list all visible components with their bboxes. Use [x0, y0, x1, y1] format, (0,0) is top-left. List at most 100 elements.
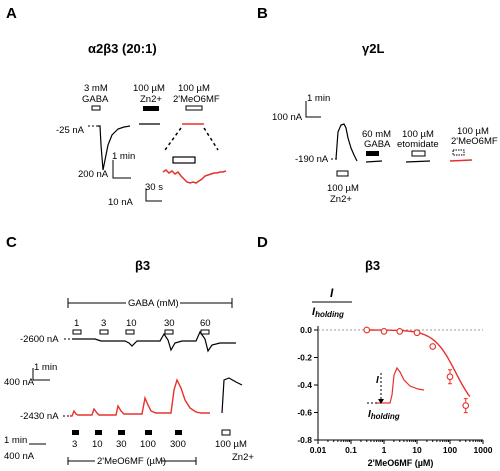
x-tick-label: 10 [412, 445, 422, 455]
panel-c-zn-trace [221, 377, 243, 414]
data-point [462, 402, 470, 409]
panel-a-zoom-right [203, 127, 219, 151]
panel-c-meo-bar-10 [95, 430, 102, 435]
panel-b-zn-trace [335, 123, 358, 162]
panel-c-scale-bar-1 [32, 368, 50, 381]
panel-c-meo-conc-3: 3 [72, 439, 77, 450]
panel-a-holding: -25 nA [56, 125, 85, 136]
panel-b-meo-conc: 100 µM [457, 126, 489, 137]
data-point [363, 326, 371, 334]
panel-b-scale-time: 1 min [307, 93, 330, 104]
panel-b-meo-trace [449, 159, 473, 162]
panel-a-inset-amp: 10 nA [108, 197, 133, 208]
panel-d-title-fallback: β3 [365, 258, 380, 273]
panel-b-letter: B [257, 5, 268, 22]
y-tick-label: -0.4 [297, 380, 312, 390]
panel-d-inset-i: I [376, 375, 379, 386]
panel-c-meo-conc-30: 30 [116, 439, 127, 450]
panel-c-gaba-bar-30 [164, 329, 174, 335]
panel-d-inset-ihold: Iholding [368, 409, 400, 421]
panel-c-holding-2: -2430 nA [20, 411, 59, 422]
fit-curve [366, 329, 471, 398]
panel-c-meo-trace [70, 378, 210, 417]
panel-c-gaba-bar-10 [125, 329, 135, 335]
panel-c-meo-bar-3 [72, 430, 79, 435]
panel-d-inset-ihold-i: I [368, 409, 371, 420]
panel-a-meo-conc: 100 µM [178, 83, 210, 94]
panel-b-gaba-bar [366, 151, 379, 156]
panel-b-zn-bar [336, 170, 349, 177]
y-tick-label: -0.8 [297, 435, 312, 445]
panel-a-zn-conc: 100 µM [133, 83, 165, 94]
panel-c-scale-time-1: 1 min [34, 362, 57, 373]
panel-c-gaba-label-bg [126, 298, 180, 308]
panel-a-title: α2β3 (20:1) [88, 41, 157, 56]
panel-c-zn-conc: 100 µM [215, 439, 247, 450]
panel-c-meo-label-bg [95, 455, 161, 465]
panel-c-gaba-conc-1: 1 [74, 318, 79, 329]
panel-d-ylabel-top: I [330, 286, 334, 300]
panel-c-gaba-bar-60 [200, 329, 210, 335]
panel-b-etom-bar [411, 150, 426, 157]
panel-b-meo-bar [452, 149, 465, 156]
panel-b-title: γ2L [362, 41, 384, 56]
panel-b-scale-amp: 100 nA [272, 112, 303, 123]
panel-d-inset-arrow-head [378, 399, 384, 404]
panel-c-gaba-conc-30: 30 [164, 318, 175, 329]
panel-a-meo-name: 2'MeO6MF [173, 94, 220, 105]
panel-a-scale-time: 1 min [112, 151, 135, 162]
panel-b-scale-bar [305, 101, 321, 118]
panel-b-holding: -190 nA [295, 154, 329, 165]
panel-a-zoom-left [164, 127, 182, 151]
x-tick-label: 0.01 [310, 445, 327, 455]
panel-c-gaba-trace [72, 330, 236, 353]
panel-a-zn-name: Zn2+ [140, 94, 162, 105]
panel-d-inset-ihold-sub: holding [371, 412, 400, 421]
panel-a-gaba-trace [98, 125, 131, 171]
panel-d-inset-trace [376, 366, 425, 404]
panel-c-gaba-conc-3: 3 [101, 318, 106, 329]
panel-d-ylabel-bottom: Iholding [312, 306, 344, 319]
panel-c-meo-conc-100: 100 [140, 439, 156, 450]
x-tick-label: 100 [443, 445, 457, 455]
x-tick-label: 0.1 [345, 445, 357, 455]
y-tick-label: -0.6 [297, 408, 312, 418]
panel-a: A α2β3 (20:1) 3 mM GABA 100 µM Zn2+ 100 … [6, 5, 227, 208]
panel-d: D β3 I Iholding 0.0-0.2-0.4-0.6-0.80.01 0… [257, 234, 493, 468]
x-tick-label: 1 [382, 445, 387, 455]
panel-a-gaba-name: GABA [82, 94, 109, 105]
panel-c-gaba-label: GABA (mM) [128, 298, 179, 309]
panel-a-gaba-bar [91, 105, 101, 111]
panel-c-meo-conc-300: 300 [170, 439, 186, 450]
data-point [413, 329, 421, 337]
chart-d: 0.0 -0.2 -0.4 -0.6 -0.80.01 0.1 1 10 100 1000 2'Me… [297, 325, 492, 468]
panel-c-meo-bar-100 [145, 430, 152, 435]
panel-c-scale-time-2: 1 min [4, 435, 27, 446]
panel-c: C β3 GABA (mM) 1 3 10 30 60 -2600 nA 1 m… [4, 234, 254, 467]
panel-c-scale-amp-1: 400 nA [4, 377, 35, 388]
panel-a-inset-time: 30 s [145, 182, 163, 193]
data-point [429, 343, 437, 350]
panel-a-meo-bar [185, 105, 203, 111]
panel-a-scale-amp: 200 nA [78, 169, 109, 180]
panel-c-meo-bar-300 [175, 430, 182, 435]
panel-d-letter: D [257, 234, 268, 251]
panel-c-letter: C [6, 234, 17, 251]
panel-c-meo-bar-30 [118, 430, 125, 435]
data-point [380, 328, 388, 335]
panel-a-inset-trace [162, 169, 227, 184]
panel-b-gaba-name: GABA [364, 139, 391, 150]
panel-b: B γ2L 1 min 100 nA -190 nA 100 µM Zn2+ 6… [257, 5, 498, 205]
panel-c-holding-1: -2600 nA [20, 334, 59, 345]
data-point [396, 328, 404, 335]
panel-c-gaba-bar-1 [72, 329, 82, 335]
x-tick-label: 1000 [474, 445, 493, 455]
panel-b-etom-conc: 100 µM [402, 129, 434, 140]
panel-b-zn-name: Zn2+ [330, 194, 352, 205]
panel-d-inset-i-text: I [376, 375, 379, 386]
panel-c-meo-label: 2'MeO6MF (µM) [97, 456, 166, 467]
panel-b-gaba-conc: 60 mM [362, 129, 391, 140]
panel-b-zn-conc: 100 µM [327, 183, 359, 194]
panel-b-etom-name: etomidate [397, 139, 439, 150]
